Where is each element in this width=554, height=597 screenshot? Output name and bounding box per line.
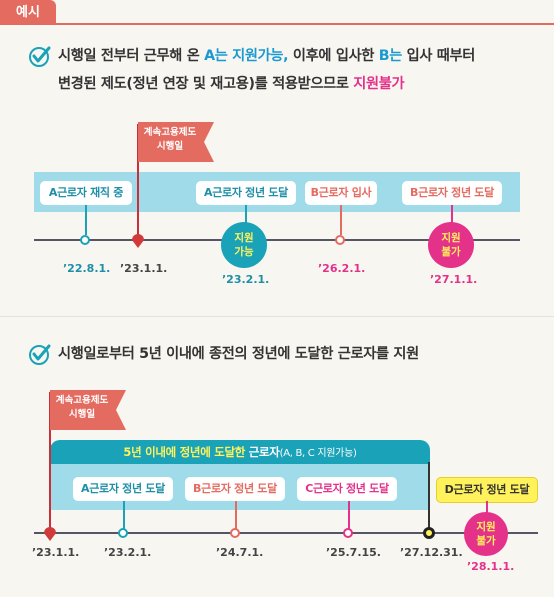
flag-text-line2: 시행일 (156, 141, 184, 152)
section1-heading-line2: 변경된 제도(정년 연장 및 재고용)를 적용받으므로 지원불가 (58, 72, 405, 96)
date-label: ’23.1.1. (120, 262, 168, 275)
timeline-axis-2 (34, 532, 538, 534)
label-b-join: B근로자 입사 (305, 181, 377, 205)
date-label: ’27.12.31. (400, 546, 463, 559)
stem (235, 501, 237, 531)
section2-heading: 시행일로부터 5년 이내에 종전의 정년에 도달한 근로자를 지원 (58, 346, 419, 362)
date-label: ’25.7.15. (326, 546, 381, 559)
date-label: ’23.1.1. (32, 546, 80, 559)
highlight-text: 근로자 (245, 445, 280, 459)
flag-text-line1: 계속고용제도 (143, 127, 197, 138)
stem (85, 205, 87, 235)
highlight-note: (A, B, C 지원가능) (279, 448, 357, 459)
timeline-node (335, 235, 345, 245)
label-c-retire: C근로자 정년 도달 (297, 477, 397, 501)
date-label: ’26.2.1. (318, 262, 366, 275)
timeline-node (423, 527, 435, 539)
section-divider (0, 316, 554, 317)
flag-pole-2 (49, 392, 51, 528)
heading-text: 시행일 전부터 근무해 온 (58, 48, 205, 64)
tab-underline (0, 23, 554, 25)
label-a-retire: A근로자 정년 도달 (73, 477, 173, 501)
bubble-text: 지원 (441, 232, 461, 244)
bubble-text: 불가 (476, 535, 496, 547)
date-label: ’23.2.1. (104, 546, 152, 559)
five-year-highlight: 5년 이내에 정년에 도달한 근로자(A, B, C 지원가능) (50, 440, 430, 464)
map-pin-icon (44, 527, 56, 541)
stem (486, 501, 488, 515)
stem (123, 501, 125, 531)
date-label: ’22.8.1. (63, 262, 111, 275)
label-b-retire: B근로자 정년 도달 (402, 181, 502, 205)
map-pin-icon (132, 234, 144, 248)
stem (340, 205, 342, 235)
label-a-retire: A근로자 정년 도달 (196, 181, 296, 205)
stem (451, 205, 453, 225)
band-edge (428, 462, 430, 532)
bubble-text: 불가 (441, 246, 461, 258)
heading-text: 이후에 입사한 (288, 48, 379, 64)
timeline-node (80, 235, 90, 245)
label-b-retire: B근로자 정년 도달 (185, 477, 285, 501)
heading-text: 입사 때부터 (402, 48, 476, 64)
bubble-text: 지원 (476, 521, 496, 533)
flag-label-2: 계속고용제도 시행일 (50, 394, 114, 422)
heading-highlight-ineligible: 지원불가 (353, 76, 405, 92)
date-label: ’23.2.1. (222, 273, 270, 286)
check-icon (29, 344, 51, 365)
heading-highlight-b: B는 (378, 48, 403, 64)
label-a-working: A근로자 재직 중 (40, 181, 132, 205)
timeline-node (118, 528, 128, 538)
flag-text-line2: 시행일 (68, 409, 96, 420)
timeline-node (230, 528, 240, 538)
check-icon (29, 46, 51, 67)
bubble-text: 지원 (234, 232, 254, 244)
heading-text: 변경된 제도(정년 연장 및 재고용)를 적용받으므로 (58, 76, 354, 92)
bubble-text: 가능 (234, 246, 254, 258)
flag-pole-1 (137, 124, 139, 236)
timeline-node (343, 528, 353, 538)
highlight-text: 5년 이내에 정년에 도달한 (123, 445, 246, 459)
section1-heading-line1: 시행일 전부터 근무해 온 A는 지원가능, 이후에 입사한 B는 입사 때부터 (58, 44, 475, 68)
flag-icon (138, 122, 214, 162)
flag-label-1: 계속고용제도 시행일 (138, 126, 202, 154)
flag-text-line1: 계속고용제도 (55, 395, 109, 406)
heading-highlight-a: A는 지원가능, (204, 48, 289, 64)
date-label: ’24.7.1. (216, 546, 264, 559)
date-label: ’28.1.1. (467, 560, 515, 573)
timeline-axis-1 (34, 239, 520, 241)
date-label: ’27.1.1. (430, 273, 478, 286)
stem (348, 501, 350, 531)
flag-icon (50, 390, 126, 430)
stem (245, 205, 247, 225)
example-tab: 예시 (0, 0, 56, 25)
label-d-retire: D근로자 정년 도달 (436, 477, 538, 503)
